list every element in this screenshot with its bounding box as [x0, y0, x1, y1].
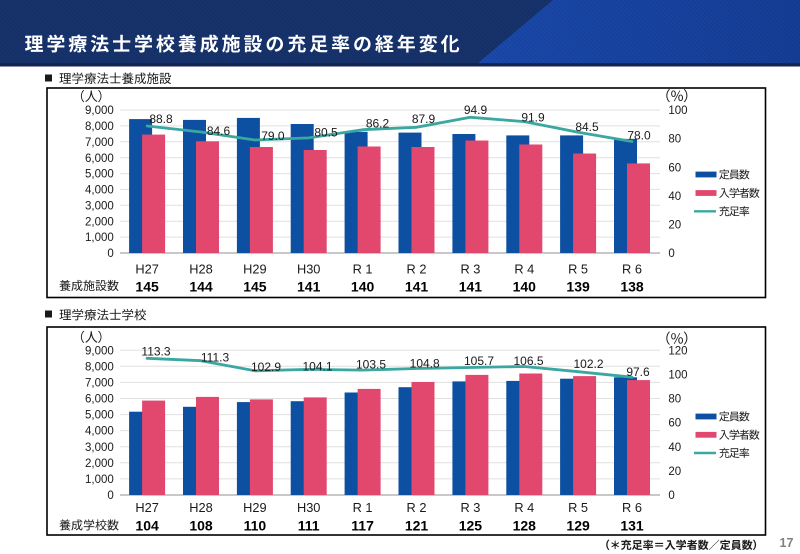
- svg-text:104: 104: [135, 518, 159, 534]
- svg-text:4,000: 4,000: [85, 426, 114, 438]
- svg-text:R 5: R 5: [568, 500, 588, 515]
- svg-text:140: 140: [513, 279, 537, 295]
- svg-text:H28: H28: [189, 262, 212, 277]
- svg-text:5,000: 5,000: [85, 169, 114, 181]
- svg-text:9,000: 9,000: [85, 105, 114, 117]
- svg-text:88.8: 88.8: [149, 112, 173, 126]
- svg-text:138: 138: [620, 279, 644, 295]
- svg-text:20: 20: [668, 466, 681, 478]
- svg-text:131: 131: [620, 518, 644, 534]
- svg-text:2,000: 2,000: [85, 458, 114, 470]
- svg-text:97.6: 97.6: [626, 365, 650, 379]
- svg-text:R 3: R 3: [460, 262, 480, 277]
- svg-text:100: 100: [668, 105, 687, 117]
- svg-text:H29: H29: [243, 500, 266, 515]
- svg-text:6,000: 6,000: [85, 153, 114, 165]
- svg-text:20: 20: [668, 220, 681, 232]
- svg-text:1,000: 1,000: [85, 474, 114, 486]
- svg-text:3,000: 3,000: [85, 442, 114, 454]
- svg-text:17: 17: [780, 536, 794, 550]
- svg-text:120: 120: [668, 345, 687, 357]
- svg-text:78.0: 78.0: [627, 129, 651, 143]
- svg-text:104.1: 104.1: [302, 360, 332, 374]
- svg-text:0: 0: [668, 490, 674, 502]
- svg-text:4,000: 4,000: [85, 185, 114, 197]
- svg-text:141: 141: [297, 279, 321, 295]
- svg-text:7,000: 7,000: [85, 137, 114, 149]
- svg-text:8,000: 8,000: [85, 121, 114, 133]
- svg-text:125: 125: [459, 518, 483, 534]
- svg-text:R 6: R 6: [622, 262, 642, 277]
- svg-text:86.2: 86.2: [366, 117, 390, 131]
- svg-text:105.7: 105.7: [464, 354, 494, 368]
- svg-text:0: 0: [107, 490, 113, 502]
- svg-text:141: 141: [459, 279, 483, 295]
- svg-text:H27: H27: [135, 500, 158, 515]
- svg-text:139: 139: [566, 279, 590, 295]
- svg-text:9,000: 9,000: [85, 345, 114, 357]
- svg-text:8,000: 8,000: [85, 361, 114, 373]
- svg-text:1,000: 1,000: [85, 232, 114, 244]
- svg-text:106.5: 106.5: [513, 354, 543, 368]
- svg-text:6,000: 6,000: [85, 394, 114, 406]
- svg-text:R 2: R 2: [407, 500, 427, 515]
- svg-text:140: 140: [351, 279, 375, 295]
- svg-text:117: 117: [351, 518, 374, 534]
- svg-text:113.3: 113.3: [141, 345, 170, 359]
- svg-text:5,000: 5,000: [85, 410, 114, 422]
- svg-text:129: 129: [566, 518, 590, 534]
- svg-text:7,000: 7,000: [85, 378, 114, 390]
- svg-text:R 3: R 3: [460, 500, 480, 515]
- svg-text:R 5: R 5: [568, 262, 588, 277]
- svg-text:145: 145: [243, 279, 267, 295]
- svg-text:R 1: R 1: [353, 262, 373, 277]
- svg-text:R 2: R 2: [407, 262, 427, 277]
- svg-text:108: 108: [189, 518, 213, 534]
- svg-text:60: 60: [668, 162, 681, 174]
- svg-text:40: 40: [668, 442, 681, 454]
- svg-text:87.9: 87.9: [412, 112, 436, 126]
- svg-text:145: 145: [135, 279, 159, 295]
- svg-text:H29: H29: [243, 262, 266, 277]
- svg-text:80: 80: [668, 394, 681, 406]
- svg-text:2,000: 2,000: [85, 216, 114, 228]
- svg-text:H30: H30: [297, 500, 320, 515]
- svg-text:94.9: 94.9: [464, 103, 488, 117]
- svg-text:111: 111: [298, 518, 320, 534]
- svg-text:104.8: 104.8: [410, 357, 440, 371]
- svg-text:80: 80: [668, 134, 681, 146]
- svg-text:80.5: 80.5: [314, 126, 338, 140]
- svg-text:128: 128: [513, 518, 537, 534]
- svg-text:79.0: 79.0: [261, 129, 285, 143]
- svg-text:102.2: 102.2: [573, 357, 603, 371]
- svg-text:H30: H30: [297, 262, 320, 277]
- svg-text:60: 60: [668, 418, 681, 430]
- svg-text:111.3: 111.3: [201, 351, 230, 365]
- svg-text:H28: H28: [189, 500, 212, 515]
- svg-text:84.5: 84.5: [575, 120, 599, 134]
- svg-text:91.9: 91.9: [521, 111, 545, 125]
- svg-text:100: 100: [668, 369, 687, 381]
- svg-text:121: 121: [405, 518, 429, 534]
- svg-text:84.6: 84.6: [207, 124, 231, 138]
- svg-text:R 4: R 4: [514, 500, 534, 515]
- svg-text:144: 144: [189, 279, 213, 295]
- svg-text:141: 141: [405, 279, 429, 295]
- svg-text:R 6: R 6: [622, 500, 642, 515]
- svg-text:H27: H27: [135, 262, 158, 277]
- svg-text:40: 40: [668, 191, 681, 203]
- svg-text:3,000: 3,000: [85, 200, 114, 212]
- svg-text:R 4: R 4: [514, 262, 534, 277]
- svg-text:0: 0: [668, 248, 674, 260]
- svg-text:103.5: 103.5: [356, 357, 386, 371]
- svg-text:R 1: R 1: [353, 500, 373, 515]
- svg-text:102.9: 102.9: [251, 360, 281, 374]
- svg-text:110: 110: [244, 518, 267, 534]
- svg-text:0: 0: [107, 248, 113, 260]
